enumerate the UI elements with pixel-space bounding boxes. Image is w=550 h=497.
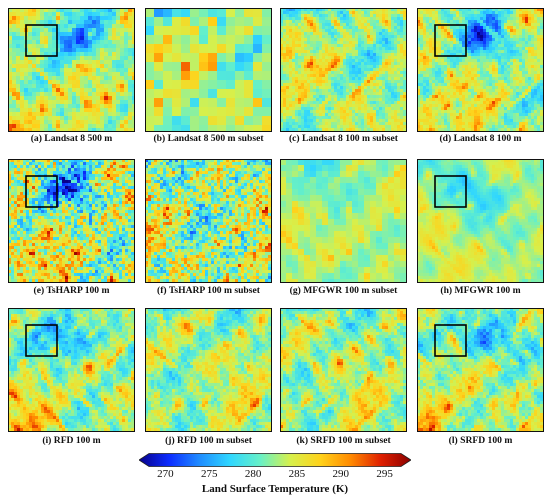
lst-map-image [8,159,135,283]
panel-caption: (l) SRFD 100 m [448,435,513,446]
lst-map-image [280,159,407,283]
panel-k [280,308,407,432]
panel-caption: (e) TsHARP 100 m [33,285,110,296]
panel-i [8,308,135,432]
panel-a [8,8,135,132]
panel-b [145,8,272,132]
panel-caption: (d) Landsat 8 100 m [439,133,522,144]
panel-c [280,8,407,132]
subset-box [434,324,467,357]
colorbar-bar [139,453,411,467]
panel-caption: (f) TsHARP 100 m subset [157,285,260,296]
panel-caption: (c) Landsat 8 100 m subset [288,133,398,144]
subset-box [434,24,467,57]
panel-g [280,159,407,283]
lst-map-image [417,8,544,132]
panel-caption: (a) Landsat 8 500 m [30,133,113,144]
panel-h [417,159,544,283]
subset-box [25,24,58,57]
colorbar-title: Land Surface Temperature (K) [201,483,349,495]
lst-map-image [280,308,407,432]
panel-caption: (k) SRFD 100 m subset [296,435,391,446]
colorbar-tick-label: 295 [376,468,393,480]
colorbar-tick-label: 280 [244,468,262,480]
panel-caption: (i) RFD 100 m [42,435,101,446]
subset-box [25,175,58,208]
panel-caption: (b) Landsat 8 500 m subset [153,133,264,144]
colorbar-tick-label: 290 [332,468,350,480]
lst-map-image [8,8,135,132]
colorbar-tick-label: 270 [157,468,174,480]
lst-map-image [145,159,272,283]
lst-map-image [145,308,272,432]
subset-box [25,324,58,357]
lst-map-image [280,8,407,132]
panel-caption: (h) MFGWR 100 m [440,285,521,296]
lst-map-image [417,308,544,432]
panel-d [417,8,544,132]
panel-f [145,159,272,283]
panel-caption: (g) MFGWR 100 m subset [289,285,398,296]
lst-map-image [417,159,544,283]
subset-box [434,175,467,208]
colorbar-tick-label: 285 [288,468,306,480]
panel-caption: (j) RFD 100 m subset [165,435,252,446]
lst-map-image [145,8,272,132]
colorbar-tick-label: 275 [200,468,218,480]
panel-e [8,159,135,283]
panel-j [145,308,272,432]
colorbar [139,453,411,467]
lst-map-image [8,308,135,432]
panel-l [417,308,544,432]
